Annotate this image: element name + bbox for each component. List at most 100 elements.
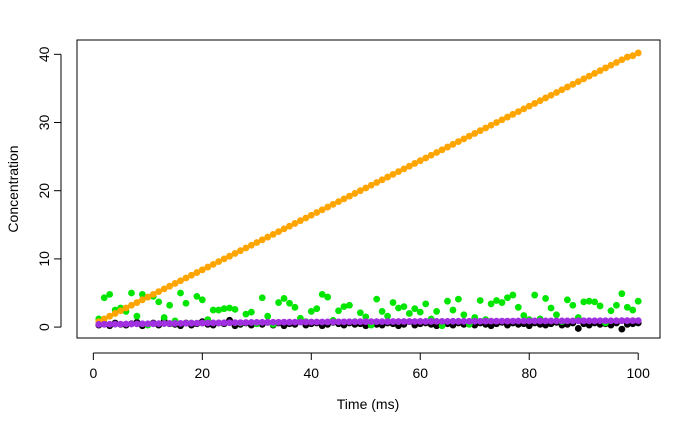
data-point [111,310,119,317]
data-point [411,305,419,313]
data-point [171,280,179,287]
data-point [504,317,511,325]
data-point [329,200,337,208]
data-point [198,296,206,304]
data-point [542,317,549,325]
y-tick-label: 10 [36,251,52,267]
data-point [280,295,288,302]
x-tick-label: 0 [89,365,97,381]
y-tick-label: 40 [36,46,52,62]
data-point [324,203,332,211]
data-point [476,317,484,325]
data-point [487,121,495,129]
data-point [160,285,168,293]
data-point [188,319,195,327]
data-point [220,305,228,313]
data-point [531,291,539,299]
data-point [460,317,468,325]
data-point [149,290,157,298]
data-point [433,308,441,315]
data-point [607,61,615,69]
data-point [128,301,135,309]
data-point [340,318,348,326]
x-axis: 0 20 40 60 80 100 [89,352,651,381]
data-point [520,312,528,319]
data-point [482,124,490,132]
data-point [585,297,593,305]
data-point [536,317,544,325]
data-point [569,80,577,88]
data-point [449,140,457,148]
data-point [618,325,626,333]
data-point [531,100,539,107]
data-point [471,130,479,137]
data-point [133,320,141,328]
data-point [613,317,620,325]
data-point [416,157,424,165]
data-point [275,299,282,306]
data-point [389,170,397,178]
data-point [247,308,255,316]
data-point [313,209,321,216]
data-point [487,300,495,308]
data-point [182,274,190,282]
data-point [634,49,642,57]
data-point [177,277,184,285]
data-point [280,318,288,326]
data-point [231,250,239,257]
data-point [351,190,359,197]
data-point [302,214,310,222]
data-point [465,317,473,325]
data-point [280,225,288,233]
data-point [629,52,637,60]
data-point [553,89,560,96]
data-point [618,317,626,325]
data-point [444,297,451,305]
data-point [340,195,348,203]
x-tick-label: 100 [627,365,651,381]
data-point [569,317,577,325]
data-point [498,116,506,124]
data-point [373,318,381,326]
data-point [253,318,261,326]
data-point [465,132,473,140]
data-point [144,320,152,328]
data-point [411,160,419,167]
data-point [275,318,282,326]
data-point [547,304,555,312]
data-point [563,83,571,91]
data-point [258,294,266,302]
data-point [209,260,217,268]
series-3 [95,49,642,326]
data-point [258,236,266,244]
data-point [111,320,119,328]
data-point [182,319,190,327]
data-point [634,317,642,325]
data-point [400,318,408,325]
data-point [553,311,560,319]
data-point [607,307,615,315]
data-point [574,325,582,332]
data-point [504,113,511,121]
data-point [389,299,397,306]
data-point [455,295,462,303]
data-point [405,162,413,170]
data-point [476,127,484,135]
data-point [247,241,255,249]
data-point [144,293,152,301]
data-point [318,318,326,326]
data-point [138,320,146,328]
data-point [264,233,272,241]
data-point [296,217,304,225]
data-point [226,319,233,327]
data-point [618,290,626,298]
data-point [106,290,114,298]
data-point [602,64,609,72]
data-point [346,301,353,309]
data-point [504,294,511,302]
y-axis: 0 10 20 30 40 [36,46,62,331]
data-point [395,318,402,325]
data-point [618,56,626,64]
data-point [395,304,402,312]
